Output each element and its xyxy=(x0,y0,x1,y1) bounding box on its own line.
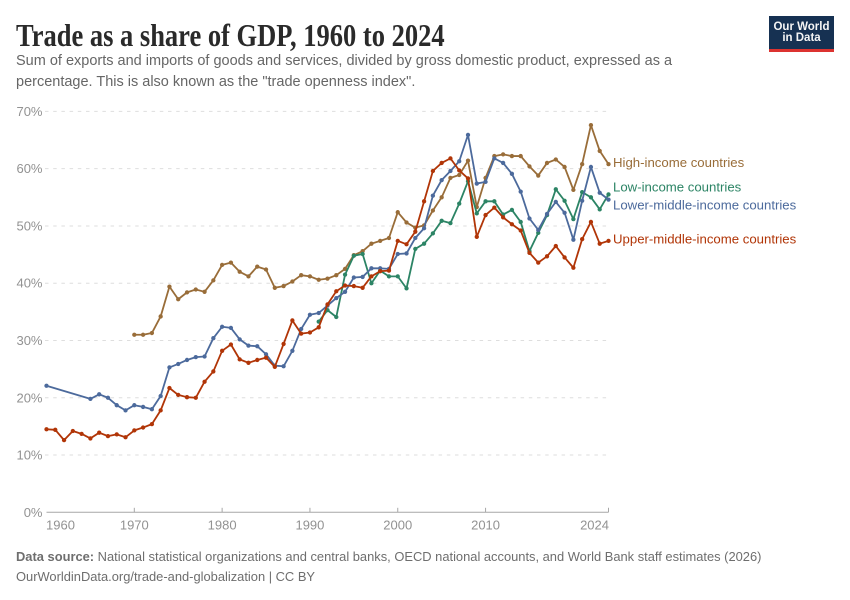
svg-text:50%: 50% xyxy=(16,218,42,233)
svg-text:10%: 10% xyxy=(16,448,42,463)
svg-text:2000: 2000 xyxy=(383,518,412,533)
svg-text:40%: 40% xyxy=(16,276,42,291)
svg-text:Upper-middle-income countries: Upper-middle-income countries xyxy=(613,232,797,247)
svg-text:1970: 1970 xyxy=(120,518,149,533)
svg-text:1980: 1980 xyxy=(208,518,237,533)
svg-text:30%: 30% xyxy=(16,333,42,348)
svg-text:2024: 2024 xyxy=(580,518,609,533)
svg-text:0%: 0% xyxy=(24,505,43,520)
svg-text:High-income countries: High-income countries xyxy=(613,155,745,170)
svg-text:20%: 20% xyxy=(16,390,42,405)
svg-text:70%: 70% xyxy=(16,104,42,119)
svg-text:Lower-middle-income countries: Lower-middle-income countries xyxy=(613,198,797,213)
svg-text:1990: 1990 xyxy=(295,518,324,533)
svg-text:60%: 60% xyxy=(16,161,42,176)
svg-text:1960: 1960 xyxy=(46,518,75,533)
svg-text:Low-income countries: Low-income countries xyxy=(613,180,742,195)
svg-text:2010: 2010 xyxy=(471,518,500,533)
